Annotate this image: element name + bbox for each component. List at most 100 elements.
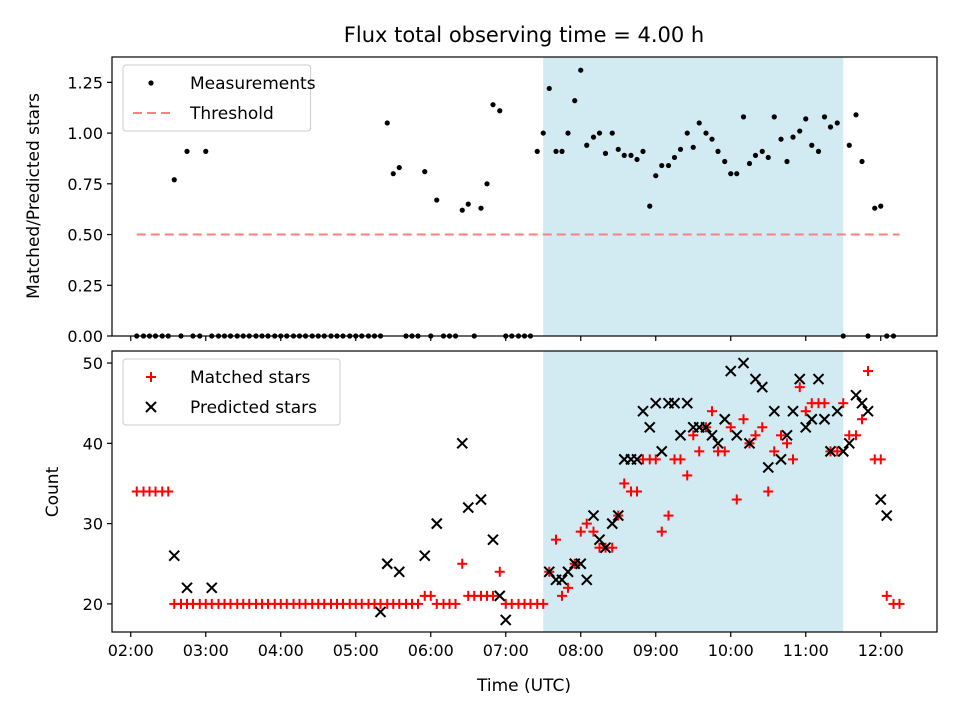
predicted-point (606, 517, 618, 530)
legend-label: Threshold (189, 104, 274, 124)
measurement-point (846, 142, 852, 148)
predicted-point (831, 405, 843, 417)
measurement-point (640, 148, 646, 154)
predicted-point (668, 397, 681, 409)
x-tick-label: 05:00 (333, 641, 379, 660)
x-tick-label: 11:00 (783, 641, 829, 660)
predicted-point (712, 437, 724, 450)
matched-point (457, 558, 468, 569)
measurement-point (422, 169, 428, 175)
matched-point (607, 542, 618, 553)
measurement-point (540, 130, 546, 136)
measurement-point (615, 146, 621, 152)
matched-point (551, 534, 561, 545)
predicted-point (681, 397, 693, 409)
matched-point (425, 590, 436, 601)
measurement-point (671, 154, 678, 161)
measurement-point (490, 102, 496, 108)
measurement-point (803, 116, 809, 122)
matched-point (163, 486, 174, 497)
measurement-point (878, 203, 884, 209)
measurement-point (659, 162, 665, 169)
predicted-point (824, 445, 837, 458)
measurement-point (459, 207, 465, 213)
matched-point (450, 598, 461, 609)
measurement-point (734, 171, 740, 177)
matched-point (632, 486, 642, 497)
matched-point (794, 382, 805, 393)
matched-point (731, 494, 742, 505)
measurement-point (484, 181, 490, 187)
matched-point (581, 518, 592, 529)
predicted-point (843, 437, 855, 450)
measurement-point (390, 171, 396, 177)
measurement-point (696, 120, 702, 126)
series-measurements (134, 67, 897, 339)
measurement-point (434, 197, 440, 203)
predicted-point (381, 558, 393, 570)
measurement-point (759, 148, 765, 154)
measurement-point (553, 148, 559, 154)
matched-point (682, 470, 693, 481)
axes-frame (111, 350, 938, 633)
predicted-point (612, 509, 624, 522)
matched-point (707, 406, 717, 417)
matched-point (719, 446, 730, 457)
measurement-point (546, 85, 552, 92)
x-tick-label: 06:00 (408, 641, 454, 660)
x-tick-label: 07:00 (483, 641, 529, 660)
measurement-point (396, 164, 402, 171)
measurement-point (384, 120, 390, 126)
matched-point (894, 598, 905, 609)
predicted-point (631, 453, 643, 466)
predicted-point (599, 541, 612, 554)
matched-point (488, 590, 498, 601)
legend-label: Predicted stars (190, 398, 317, 418)
matched-point (750, 430, 761, 441)
measurement-point (746, 160, 753, 167)
top-y-axis-label: Matched/Predicted stars (24, 93, 44, 299)
predicted-point (168, 550, 180, 562)
measurement-point (534, 148, 540, 154)
measurement-point (184, 148, 190, 154)
predicted-point (431, 517, 443, 530)
measurement-point (740, 114, 747, 120)
predicted-point (806, 413, 818, 425)
predicted-point (737, 357, 750, 369)
measurement-point (872, 205, 878, 211)
legend-item: Threshold (133, 104, 274, 124)
measurement-point (797, 128, 803, 134)
y-tick-label: 0.75 (67, 175, 103, 194)
predicted-point (581, 574, 593, 586)
predicted-point (556, 574, 568, 586)
measurement-point (859, 158, 865, 165)
matched-point (563, 582, 573, 593)
measurement-point (790, 134, 796, 140)
matched-point (725, 422, 736, 433)
measurement-point (497, 108, 503, 114)
matched-point (588, 526, 599, 537)
matched-point (757, 422, 768, 433)
predicted-point (419, 550, 431, 562)
ratio-panel: 0.00 0.25 0.50 0.75 1.00 1.25 Measurements Thre… (67, 56, 938, 346)
measurement-point (596, 130, 603, 136)
x-tick-label: 02:00 (108, 641, 154, 660)
count-panel: 20 30 40 50 02:00 03:00 04:00 05:00 06:00 07:00 08… (83, 350, 938, 660)
measurement-point (465, 201, 471, 207)
matched-point (863, 366, 873, 377)
matched-point (857, 414, 867, 425)
matched-point (776, 430, 786, 441)
measurement-point (809, 142, 815, 148)
legend: Measurements Threshold (122, 64, 316, 132)
matched-point (788, 454, 798, 465)
matched-point (763, 486, 774, 497)
measurement-point (171, 177, 177, 183)
predicted-point (768, 405, 780, 417)
predicted-point (494, 590, 506, 602)
predicted-point (181, 582, 193, 594)
y-tick-label: 0.25 (67, 276, 103, 295)
predicted-point (862, 405, 874, 417)
measurement-point (653, 173, 659, 179)
matched-point (538, 598, 549, 609)
